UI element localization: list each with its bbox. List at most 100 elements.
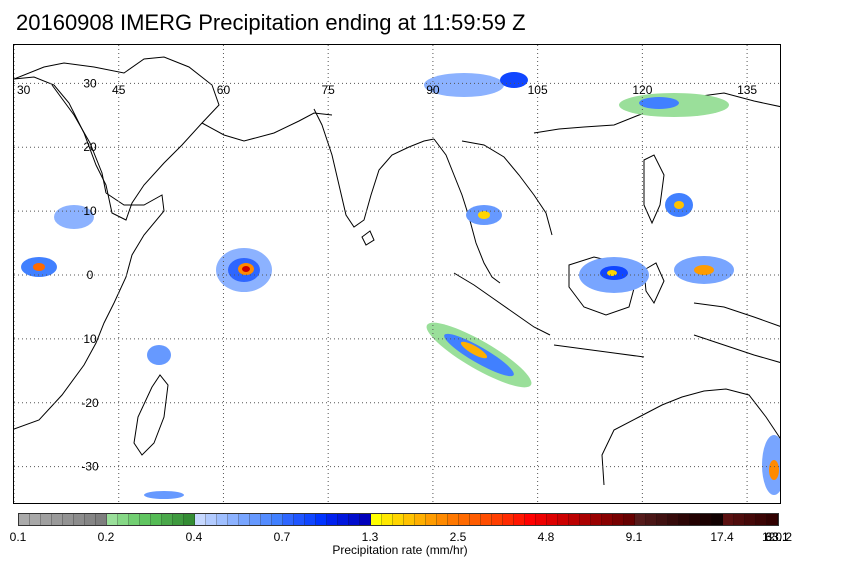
- colorbar-swatch: [19, 514, 30, 525]
- colorbar-swatch: [272, 514, 283, 525]
- colorbar-tick-label: 0.7: [273, 530, 291, 544]
- latitude-label: 10: [83, 332, 97, 346]
- colorbar-swatch: [327, 514, 338, 525]
- colorbar-swatch: [459, 514, 470, 525]
- colorbar-tick-label: 17.4: [710, 530, 734, 544]
- colorbar-swatch: [646, 514, 657, 525]
- colorbar-swatch: [547, 514, 558, 525]
- colorbar-swatch: [74, 514, 85, 525]
- colorbar-swatch: [635, 514, 646, 525]
- colorbar-swatch: [437, 514, 448, 525]
- colorbar-swatch: [371, 514, 382, 525]
- colorbar-swatch: [624, 514, 635, 525]
- colorbar-swatch: [30, 514, 41, 525]
- colorbar-tick-label: 2.5: [449, 530, 467, 544]
- colorbar-swatch: [360, 514, 371, 525]
- map-canvas: 30 45 60 75 90 105 120 135 30 20 10 0 10 -20 -30: [14, 45, 780, 503]
- map-title: 20160908 IMERG Precipitation ending at 1…: [16, 10, 526, 35]
- colorbar-swatch: [734, 514, 745, 525]
- colorbar-swatch: [558, 514, 569, 525]
- longitude-label: 60: [217, 83, 231, 97]
- colorbar-tick-label: 63.1: [765, 530, 789, 544]
- colorbar-swatch: [250, 514, 261, 525]
- colorbar-swatch: [316, 514, 327, 525]
- colorbar-swatch: [140, 514, 151, 525]
- colorbar-swatch: [613, 514, 624, 525]
- latitude-label: -30: [81, 460, 99, 474]
- colorbar-swatch: [712, 514, 723, 525]
- colorbar-swatch: [679, 514, 690, 525]
- colorbar-swatch: [503, 514, 514, 525]
- colorbar-tick-label: 1.3: [361, 530, 379, 544]
- colorbar-swatch: [107, 514, 118, 525]
- colorbar-swatch: [96, 514, 107, 525]
- colorbar-tick-labels: 0.1 0.2 0.4 0.7 1.3 2.5 4.8 9.1 17.4 33.1 63.1 120.…: [0, 530, 865, 544]
- longitude-label: 135: [737, 83, 757, 97]
- colorbar-swatch: [745, 514, 756, 525]
- longitude-label: 105: [528, 83, 548, 97]
- colorbar-swatch: [426, 514, 437, 525]
- colorbar-swatch: [118, 514, 129, 525]
- colorbar-swatch: [668, 514, 679, 525]
- colorbar-swatch: [514, 514, 525, 525]
- colorbar-swatch: [85, 514, 96, 525]
- colorbar-tick-label: 0.2: [97, 530, 115, 544]
- longitude-label: 90: [426, 83, 440, 97]
- colorbar-swatch: [591, 514, 602, 525]
- coastlines: [14, 56, 780, 486]
- latitude-label: 0: [87, 268, 94, 282]
- colorbar-title: Precipitation rate (mm/hr): [332, 543, 468, 557]
- colorbar-swatch: [481, 514, 492, 525]
- colorbar-swatch: [492, 514, 503, 525]
- colorbar-swatch: [349, 514, 360, 525]
- colorbar-swatch: [536, 514, 547, 525]
- colorbar-swatch: [63, 514, 74, 525]
- colorbar-swatch: [756, 514, 767, 525]
- colorbar-swatch: [690, 514, 701, 525]
- colorbar-swatch: [723, 514, 734, 525]
- colorbar-swatch: [701, 514, 712, 525]
- latitude-label: -20: [81, 396, 99, 410]
- colorbar-swatch: [415, 514, 426, 525]
- colorbar-swatch: [184, 514, 195, 525]
- colorbar-swatch: [569, 514, 580, 525]
- colorbar-swatch: [294, 514, 305, 525]
- colorbar-swatch: [261, 514, 272, 525]
- colorbar-tick-label: 4.8: [537, 530, 555, 544]
- precipitation-field: [21, 72, 780, 499]
- colorbar-swatch: [657, 514, 668, 525]
- colorbar-swatch: [41, 514, 52, 525]
- colorbar-swatch: [470, 514, 481, 525]
- longitude-label: 30: [17, 83, 31, 97]
- colorbar-swatch: [382, 514, 393, 525]
- colorbar-swatch: [162, 514, 173, 525]
- colorbar-tick-label: 0.1: [9, 530, 27, 544]
- colorbar-swatch: [195, 514, 206, 525]
- colorbar-swatch: [129, 514, 140, 525]
- colorbar-swatch: [52, 514, 63, 525]
- colorbar-swatch: [228, 514, 239, 525]
- longitude-label: 75: [322, 83, 336, 97]
- colorbar-swatch: [239, 514, 250, 525]
- precipitation-map: 30 45 60 75 90 105 120 135 30 20 10 0 10 -20 -30: [13, 44, 781, 504]
- colorbar-swatch: [525, 514, 536, 525]
- latitude-label: 10: [83, 204, 97, 218]
- colorbar: [18, 513, 779, 526]
- colorbar-swatch: [393, 514, 404, 525]
- colorbar-swatch: [404, 514, 415, 525]
- colorbar-tick-label: 120.2: [761, 530, 793, 544]
- colorbar-tick-label: 0.4: [185, 530, 203, 544]
- colorbar-swatch: [767, 514, 778, 525]
- latitude-label: 30: [83, 76, 97, 90]
- colorbar-swatch: [602, 514, 613, 525]
- colorbar-swatch: [173, 514, 184, 525]
- longitude-label: 120: [632, 83, 652, 97]
- colorbar-swatch: [448, 514, 459, 525]
- colorbar-swatch: [217, 514, 228, 525]
- colorbar-tick-label: 9.1: [625, 530, 643, 544]
- colorbar-swatch: [283, 514, 294, 525]
- colorbar-tick-label: 33.1: [765, 530, 789, 544]
- latitude-label: 20: [83, 140, 97, 154]
- colorbar-swatch: [580, 514, 591, 525]
- longitude-label: 45: [112, 83, 126, 97]
